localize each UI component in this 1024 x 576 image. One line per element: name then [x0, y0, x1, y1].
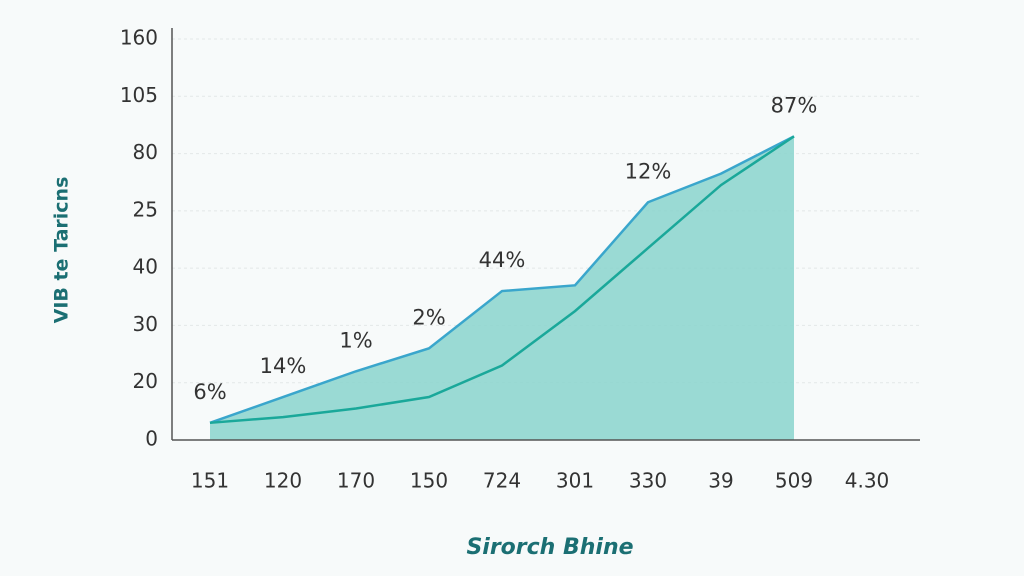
x-tick-label: 151 — [191, 469, 229, 493]
point-label: 2% — [412, 305, 445, 329]
x-tick-label: 509 — [775, 469, 813, 493]
y-tick-label: 30 — [133, 312, 158, 336]
x-tick-label: 724 — [483, 469, 521, 493]
x-axis-title: Sirorch Bhine — [466, 535, 633, 560]
y-tick-label: 160 — [120, 26, 158, 50]
x-tick-label: 150 — [410, 469, 448, 493]
series-line — [209, 135, 795, 424]
point-label: 44% — [479, 248, 526, 272]
x-tick-label: 4.30 — [845, 469, 890, 493]
y-tick-label: 0 — [145, 427, 158, 451]
point-label: 14% — [260, 354, 307, 378]
x-tick-label: 301 — [556, 469, 594, 493]
y-tick-label: 25 — [133, 197, 158, 221]
point-label: 6% — [193, 380, 226, 404]
x-tick-label: 39 — [708, 469, 733, 493]
point-label: 1% — [339, 328, 372, 352]
y-tick-label: 105 — [120, 83, 158, 107]
x-tick-label: 120 — [264, 469, 302, 493]
x-tick-label: 170 — [337, 469, 375, 493]
point-label: 87% — [771, 93, 818, 117]
y-tick-label: 80 — [133, 140, 158, 164]
series-line — [209, 135, 795, 425]
y-tick-label: 20 — [133, 369, 158, 393]
x-tick-label: 330 — [629, 469, 667, 493]
y-axis-title: VIB te Taricns — [51, 177, 73, 324]
area-fill — [210, 136, 794, 440]
y-tick-label: 40 — [133, 255, 158, 279]
point-label: 12% — [625, 159, 672, 183]
